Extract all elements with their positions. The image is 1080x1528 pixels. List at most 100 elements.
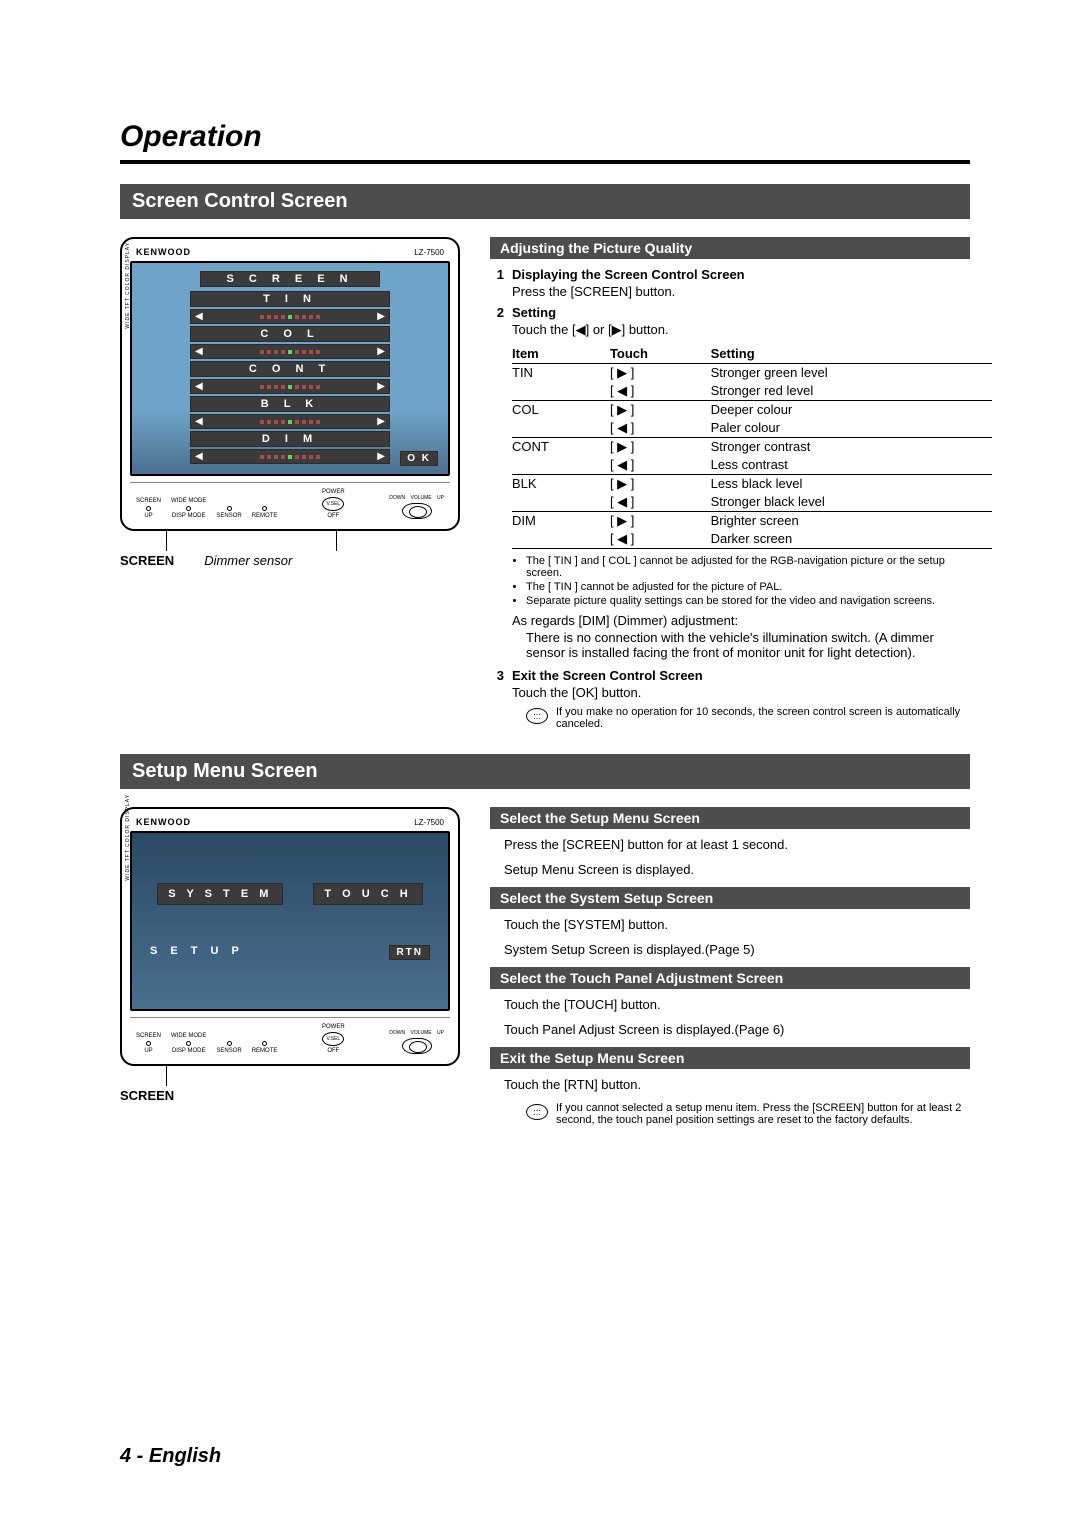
sub-bar: Select the System Setup Screen — [490, 887, 970, 909]
dim-note-body: There is no connection with the vehicle'… — [526, 630, 970, 660]
hw-power-label: POWER — [322, 489, 345, 495]
step-num-3: 3 — [490, 668, 504, 700]
hw-up-label: UP — [144, 513, 152, 519]
table-row: COL[ ▶ ]Deeper colour — [512, 401, 992, 420]
hw-disp-2: DISP MODE — [172, 1048, 206, 1054]
th-touch: Touch — [610, 344, 711, 364]
right-arrow-icon[interactable]: ▶ — [377, 451, 385, 462]
sub-bar-adjusting: Adjusting the Picture Quality — [490, 237, 970, 259]
osd-title: S C R E E N — [200, 271, 380, 287]
fig1-caption-screen: SCREEN — [120, 553, 174, 568]
wide-button[interactable] — [186, 506, 191, 511]
hw-screen-label: SCREEN — [136, 498, 161, 504]
right-arrow-icon[interactable]: ▶ — [377, 311, 385, 322]
body-text: Touch the [TOUCH] button. — [504, 997, 970, 1012]
remote-dot-2 — [262, 1041, 267, 1046]
left-arrow-icon[interactable]: ◀ — [195, 311, 203, 322]
page-title: Operation — [120, 120, 970, 154]
sub-bar: Select the Touch Panel Adjustment Screen — [490, 967, 970, 989]
fig1-caption-dimmer: Dimmer sensor — [204, 553, 292, 568]
sub-bar: Select the Setup Menu Screen — [490, 807, 970, 829]
section-bar-screen-control: Screen Control Screen — [120, 184, 970, 219]
right-arrow-icon[interactable]: ▶ — [377, 416, 385, 427]
notes-list: The [ TIN ] and [ COL ] cannot be adjust… — [512, 555, 970, 607]
table-row: CONT[ ▶ ]Stronger contrast — [512, 438, 992, 457]
left-arrow-icon[interactable]: ◀ — [195, 381, 203, 392]
device-figure-2: KENWOOD LZ-7500 WIDE TFT COLOR DISPLAY S… — [120, 807, 460, 1066]
step3-body: Touch the [OK] button. — [512, 685, 970, 700]
left-arrow-icon[interactable]: ◀ — [195, 416, 203, 427]
hw-volup-2: UP — [437, 1030, 444, 1036]
brand-label-2: KENWOOD — [136, 817, 191, 827]
table-row: BLK[ ▶ ]Less black level — [512, 475, 992, 494]
table-row: [ ◀ ]Stronger black level — [512, 493, 992, 512]
osd-item-label: T I N — [190, 291, 390, 307]
info-icon: ::: — [526, 708, 548, 724]
table-row: [ ◀ ]Darker screen — [512, 530, 992, 549]
vsel-button[interactable]: V.SEL — [322, 497, 344, 511]
hw-remote-label: REMOTE — [252, 513, 278, 519]
vsel-button-2[interactable]: V.SEL — [322, 1032, 344, 1046]
brand-label: KENWOOD — [136, 247, 191, 257]
osd-slider[interactable]: ◀▶ — [190, 309, 390, 324]
note-item: The [ TIN ] cannot be adjusted for the p… — [526, 581, 970, 593]
osd-item-label: C O L — [190, 326, 390, 342]
step-num-2: 2 — [490, 305, 504, 338]
hw-off-2: OFF — [327, 1048, 339, 1054]
hw-power-2: POWER — [322, 1024, 345, 1030]
osd-item-label: B L K — [190, 396, 390, 412]
right-arrow-icon[interactable]: ▶ — [377, 346, 385, 357]
body-text: Touch Panel Adjust Screen is displayed.(… — [504, 1022, 970, 1037]
rtn-button[interactable]: RTN — [389, 945, 430, 960]
hw-vol-2: VOLUME — [411, 1030, 432, 1036]
step-num-1: 1 — [490, 267, 504, 299]
body-text: Touch the [RTN] button. — [504, 1077, 970, 1092]
body-text: Setup Menu Screen is displayed. — [504, 862, 970, 877]
table-row: [ ◀ ]Stronger red level — [512, 382, 992, 401]
dim-note-title: As regards [DIM] (Dimmer) adjustment: — [512, 613, 970, 628]
wide-button-2[interactable] — [186, 1041, 191, 1046]
system-button[interactable]: S Y S T E M — [157, 883, 283, 905]
hw-sensor-2: SENSOR — [216, 1048, 241, 1054]
model-label-2: LZ-7500 — [414, 818, 444, 827]
ok-button[interactable]: O K — [400, 451, 438, 466]
volume-knob-2[interactable] — [402, 1038, 432, 1054]
fig2-caption-screen: SCREEN — [120, 1088, 174, 1103]
right-arrow-icon[interactable]: ▶ — [377, 381, 385, 392]
step2-title: Setting — [512, 305, 970, 320]
hw-volup-label: UP — [437, 495, 444, 501]
osd-slider[interactable]: ◀▶ — [190, 344, 390, 359]
sensor-dot — [227, 506, 232, 511]
hw-remote-2: REMOTE — [252, 1048, 278, 1054]
step3-title: Exit the Screen Control Screen — [512, 668, 970, 683]
settings-table: Item Touch Setting TIN[ ▶ ]Stronger gree… — [512, 344, 992, 549]
volume-knob[interactable] — [402, 503, 432, 519]
left-arrow-icon[interactable]: ◀ — [195, 346, 203, 357]
screen-button[interactable] — [146, 506, 151, 511]
osd-item-label: D I M — [190, 431, 390, 447]
table-row: TIN[ ▶ ]Stronger green level — [512, 364, 992, 383]
hw-wide-label: WIDE MODE — [171, 498, 206, 504]
osd-slider[interactable]: ◀▶ — [190, 414, 390, 429]
side-text-2: WIDE TFT COLOR DISPLAY — [125, 794, 131, 881]
sub-bar: Exit the Setup Menu Screen — [490, 1047, 970, 1069]
hw-wide-2: WIDE MODE — [171, 1033, 206, 1039]
body-text: Touch the [SYSTEM] button. — [504, 917, 970, 932]
step1-body: Press the [SCREEN] button. — [512, 284, 970, 299]
osd-item-label: C O N T — [190, 361, 390, 377]
screen-button-2[interactable] — [146, 1041, 151, 1046]
hw-up-2: UP — [144, 1048, 152, 1054]
sensor-dot-2 — [227, 1041, 232, 1046]
remote-dot — [262, 506, 267, 511]
setup-label: S E T U P — [150, 945, 244, 960]
model-label: LZ-7500 — [414, 248, 444, 257]
device-screen-2: WIDE TFT COLOR DISPLAY S Y S T E M T O U… — [130, 831, 450, 1011]
device-screen-1: WIDE TFT COLOR DISPLAY S C R E E N T I N… — [130, 261, 450, 476]
device-figure-1: KENWOOD LZ-7500 WIDE TFT COLOR DISPLAY S… — [120, 237, 460, 531]
step2-body: Touch the [◀] or [▶] button. — [512, 322, 970, 338]
touch-button[interactable]: T O U C H — [313, 883, 422, 905]
osd-slider[interactable]: ◀▶ — [190, 449, 390, 464]
left-arrow-icon[interactable]: ◀ — [195, 451, 203, 462]
info-note-1: If you make no operation for 10 seconds,… — [556, 706, 970, 730]
osd-slider[interactable]: ◀▶ — [190, 379, 390, 394]
